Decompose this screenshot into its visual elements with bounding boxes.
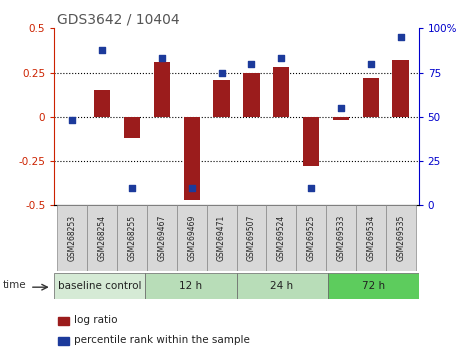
Text: GSM269533: GSM269533 [336,215,345,261]
Bar [147,205,177,271]
Text: baseline control: baseline control [58,281,142,291]
Bar [303,117,319,166]
Bar [54,273,146,299]
Bar [356,205,386,271]
Point [158,56,166,61]
Bar [327,273,419,299]
Bar [58,317,69,325]
Bar [58,337,69,345]
Bar [236,273,327,299]
Bar [393,60,409,117]
Point [278,56,285,61]
Bar [87,205,117,271]
Text: time: time [3,280,26,290]
Text: GSM269469: GSM269469 [187,215,196,261]
Bar [273,67,289,117]
Point [98,47,106,52]
Text: GDS3642 / 10404: GDS3642 / 10404 [57,12,179,27]
Text: log ratio: log ratio [74,315,118,325]
Point [307,185,315,190]
Point [397,34,404,40]
Bar [117,205,147,271]
Text: GSM268254: GSM268254 [97,215,106,261]
Bar [154,62,170,117]
Text: GSM268255: GSM268255 [128,215,137,261]
Text: GSM269535: GSM269535 [396,215,405,261]
Text: GSM269471: GSM269471 [217,215,226,261]
Point [248,61,255,67]
Bar [124,117,140,138]
Text: GSM269507: GSM269507 [247,215,256,261]
Point [69,118,76,123]
Bar [333,117,349,120]
Text: 12 h: 12 h [179,281,202,291]
Point [367,61,375,67]
Bar [386,205,416,271]
Bar [243,73,260,117]
Bar [146,273,236,299]
Text: GSM269467: GSM269467 [158,215,166,261]
Bar [326,205,356,271]
Bar [266,205,296,271]
Point [337,105,345,111]
Bar [296,205,326,271]
Text: 72 h: 72 h [361,281,385,291]
Bar [177,205,207,271]
Text: GSM269524: GSM269524 [277,215,286,261]
Text: 24 h: 24 h [271,281,294,291]
Text: GSM268253: GSM268253 [68,215,77,261]
Point [218,70,225,75]
Bar [57,205,87,271]
Bar [236,205,266,271]
Text: GSM269525: GSM269525 [307,215,315,261]
Text: percentile rank within the sample: percentile rank within the sample [74,335,250,345]
Bar [363,78,379,117]
Bar [207,205,236,271]
Bar [213,80,230,117]
Bar [94,90,110,117]
Text: GSM269534: GSM269534 [367,215,376,261]
Point [188,185,195,190]
Bar [184,117,200,200]
Point [128,185,136,190]
